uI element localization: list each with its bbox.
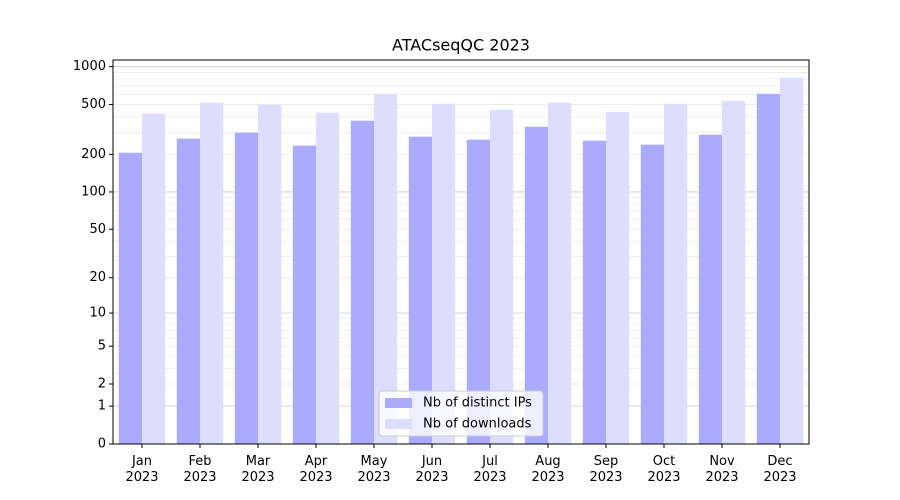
bar (432, 103, 456, 444)
y-tick-label: 1000 (73, 59, 106, 74)
bar (118, 152, 142, 444)
bar (524, 126, 548, 444)
y-tick-label: 200 (81, 147, 106, 162)
x-tick-label: Oct 2023 (647, 454, 680, 485)
bar (176, 138, 200, 445)
bar (582, 140, 606, 444)
x-tick-label: Aug 2023 (531, 454, 564, 485)
bar (316, 112, 340, 444)
chart-title: ATACseqQC 2023 (392, 36, 530, 55)
bar (466, 139, 490, 444)
bar (142, 113, 166, 444)
x-tick-label: Jan 2023 (125, 454, 158, 485)
y-tick-label: 10 (89, 306, 106, 321)
bar (548, 102, 572, 444)
bar (374, 93, 398, 444)
bar (780, 77, 804, 444)
legend-label: Nb of distinct IPs (423, 396, 532, 411)
bar (200, 102, 224, 444)
bar (408, 136, 432, 444)
y-tick-label: 50 (89, 222, 106, 237)
y-tick-label: 2 (98, 376, 106, 391)
bar (606, 111, 630, 444)
y-tick-label: 100 (81, 184, 106, 199)
bar (490, 109, 514, 444)
x-tick-label: May 2023 (357, 454, 390, 485)
x-tick-label: Jul 2023 (473, 454, 506, 485)
bar (350, 120, 374, 444)
bar (722, 100, 746, 444)
bar (258, 104, 282, 444)
bar (664, 103, 688, 444)
bar (640, 144, 664, 444)
y-tick-label: 20 (89, 270, 106, 285)
bar (234, 132, 258, 444)
x-tick-label: Feb 2023 (183, 454, 216, 485)
y-tick-label: 5 (98, 339, 106, 354)
x-tick-label: Mar 2023 (241, 454, 274, 485)
y-tick-label: 500 (81, 97, 106, 112)
axes-frame (112, 59, 810, 445)
legend-swatch (385, 398, 412, 408)
bar (756, 93, 780, 444)
x-tick-label: Sep 2023 (589, 454, 622, 485)
legend-box (378, 390, 544, 437)
x-tick-label: Nov 2023 (705, 454, 738, 485)
x-tick-label: Jun 2023 (415, 454, 448, 485)
legend-label: Nb of downloads (423, 417, 532, 432)
bar (292, 145, 316, 444)
legend-swatch (385, 419, 412, 429)
y-tick-label: 1 (98, 399, 106, 414)
bar (698, 134, 722, 444)
x-tick-label: Apr 2023 (299, 454, 332, 485)
x-tick-label: Dec 2023 (763, 454, 796, 485)
y-tick-label: 0 (98, 437, 106, 452)
